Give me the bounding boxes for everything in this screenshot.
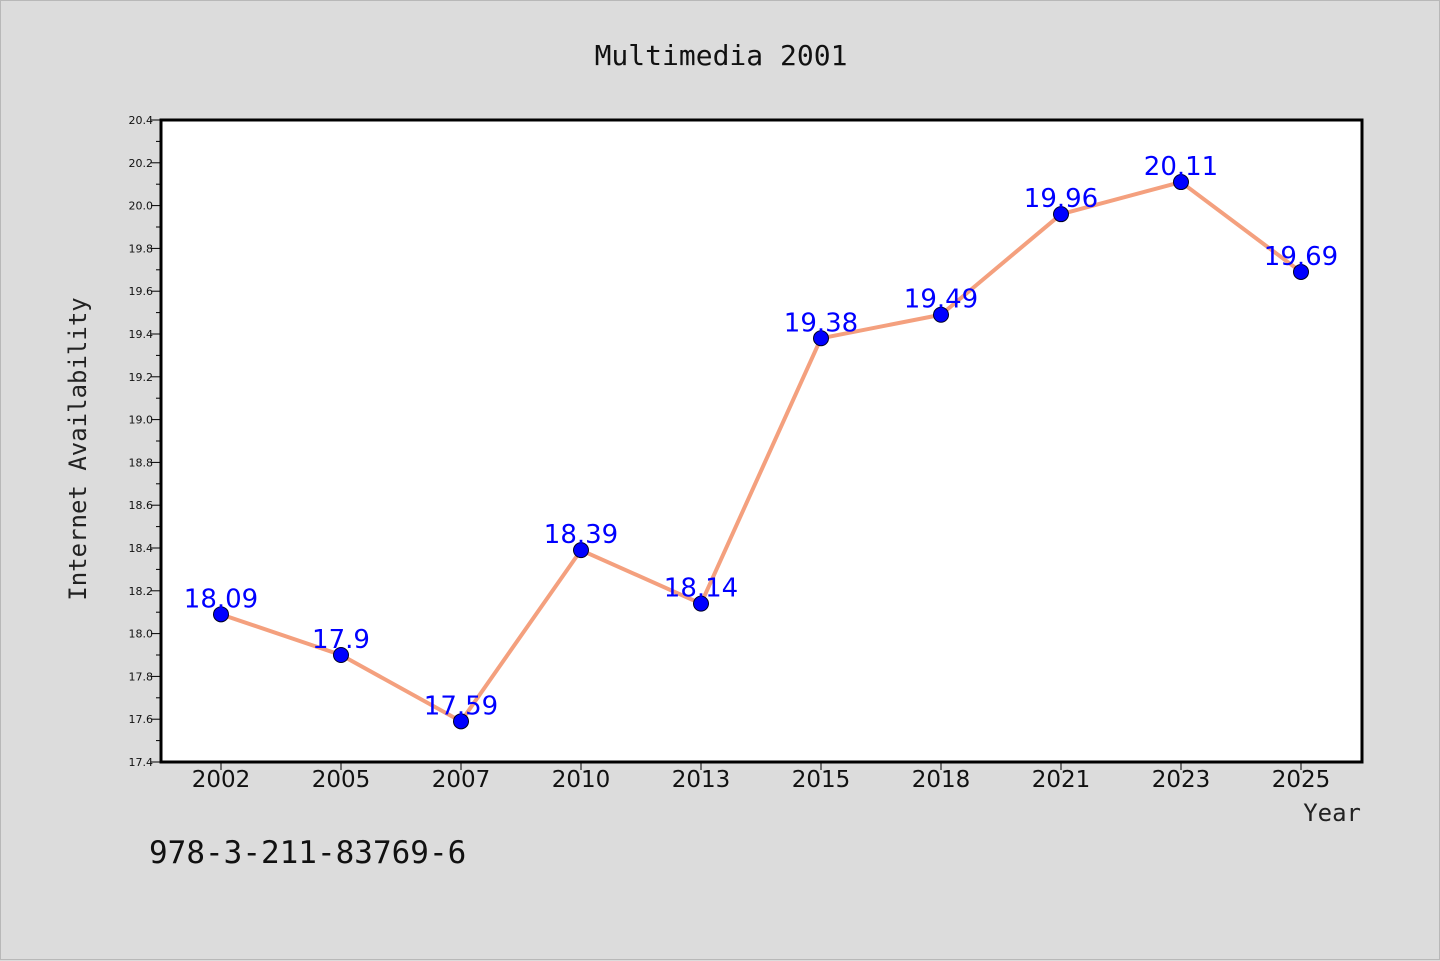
y-tick-label: 19.6 (129, 285, 154, 298)
data-label: 20.11 (1144, 152, 1218, 182)
y-tick-label: 18.6 (129, 499, 154, 512)
y-tick-label: 20.0 (129, 200, 154, 213)
data-markers (213, 174, 1309, 730)
x-tick-label: 2025 (1272, 767, 1331, 793)
y-tick-label: 19.4 (129, 328, 154, 341)
y-tick-label: 17.4 (129, 756, 154, 769)
series-line (220, 180, 1303, 724)
data-point (1293, 263, 1309, 280)
data-point (693, 595, 709, 612)
y-tick-label: 19.8 (129, 242, 154, 255)
y-tick-label: 19.2 (129, 371, 154, 384)
data-point (1053, 206, 1069, 223)
data-label: 18.39 (544, 520, 618, 550)
y-tick-label: 18.4 (129, 542, 154, 555)
data-label: 19.96 (1024, 184, 1098, 214)
y-tick-label: 17.8 (129, 670, 154, 683)
isbn-text: 978-3-211-83769-6 (149, 835, 467, 871)
data-point (213, 606, 229, 623)
data-point (333, 647, 349, 663)
x-tick-label: 2015 (792, 767, 851, 793)
data-point (453, 713, 469, 730)
data-point (813, 330, 829, 347)
x-axis-label: Year (1303, 799, 1361, 827)
x-tick-label: 2002 (192, 767, 251, 793)
x-tick-label: 2018 (912, 767, 971, 793)
data-label: 17.59 (424, 691, 498, 721)
data-label: 19.49 (904, 285, 978, 315)
data-point (933, 306, 949, 323)
data-label: 19.69 (1264, 242, 1338, 272)
x-tick-label: 2007 (432, 767, 491, 793)
x-tick-label: 2023 (1152, 767, 1211, 793)
y-tick-label: 19.0 (129, 414, 154, 427)
data-label: 18.09 (184, 584, 258, 614)
plot-area (161, 120, 1362, 762)
x-tick-label: 2005 (312, 767, 371, 793)
y-tick-label: 18.8 (129, 456, 154, 469)
y-tick-label: 20.2 (129, 157, 154, 170)
x-tick-label: 2021 (1032, 767, 1091, 793)
chart-title: Multimedia 2001 (595, 39, 848, 72)
y-axis: 17.4 17.6 17.8 18.0 18.2 18.4 18.6 18.8 19.0 19.2… (129, 114, 161, 769)
y-tick-label: 17.6 (129, 713, 154, 726)
data-point (573, 542, 589, 559)
x-tick-label: 2013 (672, 767, 731, 793)
y-axis-label: Internet Availability (64, 297, 92, 600)
x-axis: 2002 2005 2007 2010 2013 2015 2018 2021 2023 2025 (192, 762, 1331, 793)
data-point (1173, 174, 1189, 191)
y-tick-label: 18.2 (129, 585, 154, 598)
x-tick-label: 2010 (552, 767, 611, 793)
data-label: 18.14 (664, 574, 738, 604)
data-labels: 18.09 17.9 17.59 18.39 18.14 19.38 19.49 19.96 2… (184, 152, 1338, 721)
plot-frame (159, 118, 1364, 764)
y-tick-label: 18.0 (129, 628, 154, 641)
data-label: 17.9 (312, 625, 370, 655)
y-tick-label: 20.4 (129, 114, 154, 127)
data-label: 19.38 (784, 308, 858, 338)
